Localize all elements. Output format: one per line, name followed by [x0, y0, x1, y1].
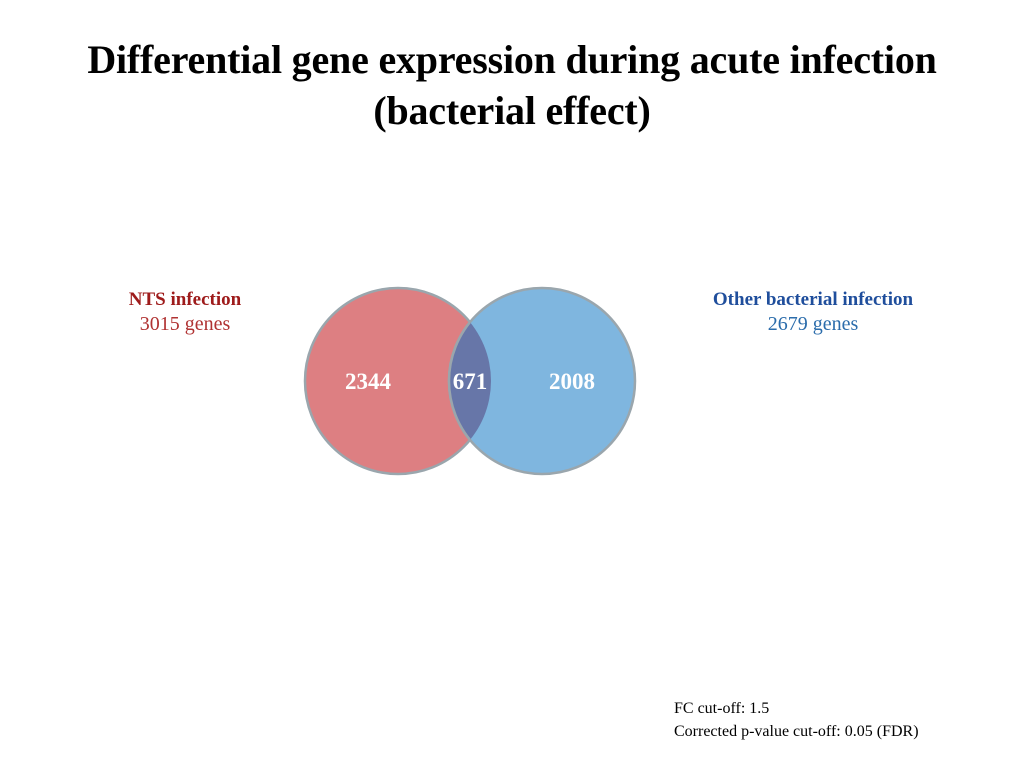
- legend-label-left: NTS infection 3015 genes: [60, 288, 310, 338]
- venn-count-right-only: 2008: [549, 369, 595, 394]
- pvalue-cutoff-text: Corrected p-value cut-off: 0.05 (FDR): [674, 723, 919, 741]
- left-group-heading: NTS infection: [128, 289, 242, 310]
- venn-count-intersection: 671: [453, 369, 488, 394]
- page-title: Differential gene expression during acut…: [87, 37, 937, 134]
- venn-diagram: 2344 671 2008: [300, 276, 640, 496]
- venn-count-left-only: 2344: [345, 369, 392, 394]
- fc-cutoff-text: FC cut-off: 1.5: [674, 700, 770, 717]
- venn-svg: 2344 671 2008: [303, 286, 637, 476]
- legend-label-right: Other bacterial infection 2679 genes: [638, 288, 988, 338]
- venn-intersection-region: [447, 288, 491, 474]
- right-group-gene-count: 2679 genes: [767, 313, 859, 336]
- left-group-gene-count: 3015 genes: [139, 313, 231, 336]
- cutoff-footnote: FC cut-off: 1.5 Corrected p-value cut-of…: [674, 697, 919, 743]
- right-group-heading: Other bacterial infection: [712, 289, 914, 310]
